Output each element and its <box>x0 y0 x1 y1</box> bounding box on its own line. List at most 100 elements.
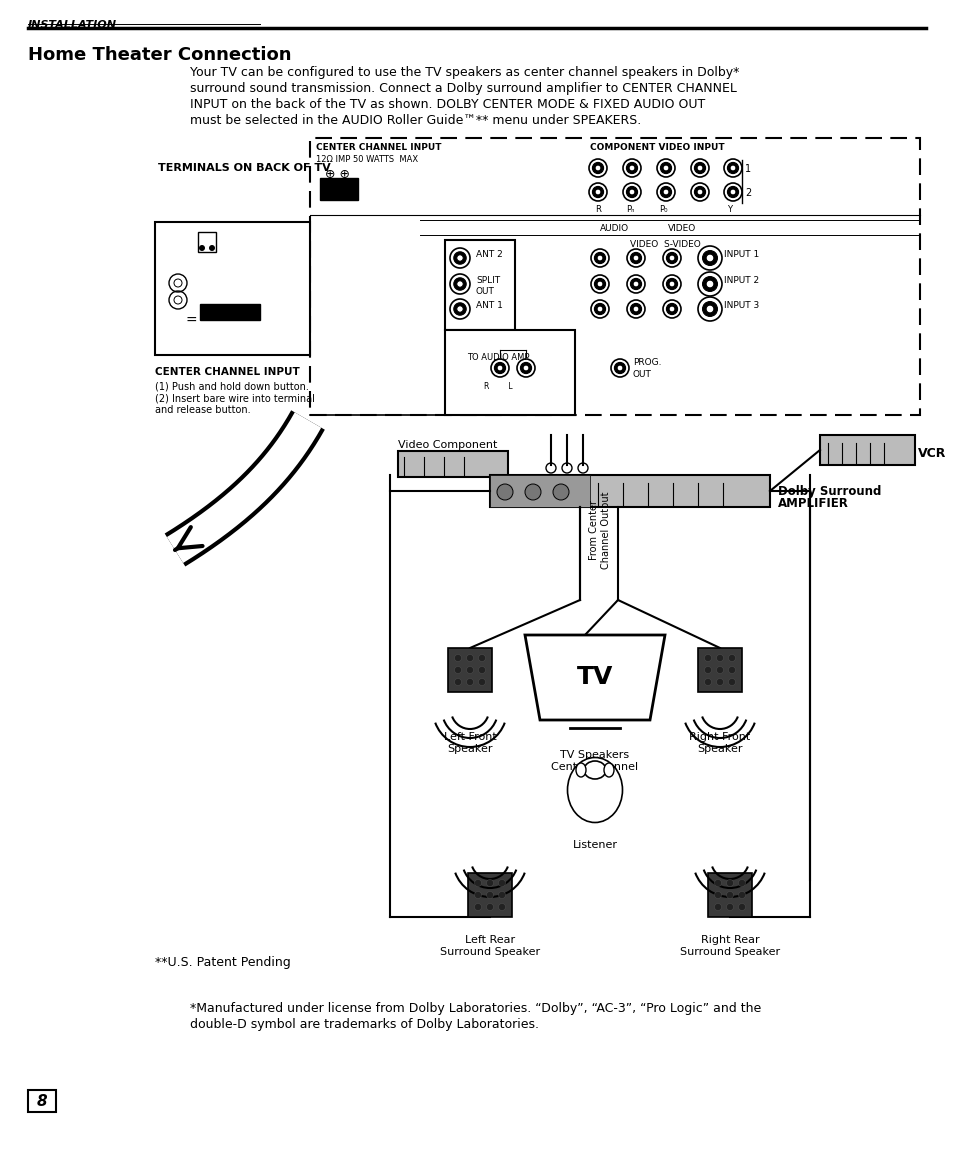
Text: COMPONENT VIDEO INPUT: COMPONENT VIDEO INPUT <box>589 143 724 152</box>
Text: and release button.: and release button. <box>154 405 251 416</box>
Circle shape <box>668 306 674 312</box>
Text: VCR: VCR <box>917 447 945 459</box>
Circle shape <box>578 463 587 473</box>
Text: INPUT 2: INPUT 2 <box>723 275 759 284</box>
Bar <box>198 233 215 252</box>
Circle shape <box>690 183 708 201</box>
Circle shape <box>662 165 668 170</box>
Bar <box>444 241 515 330</box>
Circle shape <box>628 165 634 170</box>
Text: =: = <box>186 314 197 328</box>
Circle shape <box>714 892 720 899</box>
Circle shape <box>209 245 214 251</box>
Text: TO AUDIO AMP: TO AUDIO AMP <box>466 353 529 363</box>
Circle shape <box>454 678 461 686</box>
Text: OUT: OUT <box>633 369 651 379</box>
Circle shape <box>517 359 535 378</box>
Circle shape <box>498 879 505 886</box>
Circle shape <box>697 165 702 170</box>
Circle shape <box>597 281 602 287</box>
Circle shape <box>668 256 674 261</box>
Circle shape <box>659 162 671 174</box>
Circle shape <box>666 279 677 290</box>
Circle shape <box>522 365 528 371</box>
Text: TERMINALS ON BACK OF TV: TERMINALS ON BACK OF TV <box>158 163 331 173</box>
Circle shape <box>726 162 738 174</box>
Bar <box>28 1090 56 1112</box>
Text: **U.S. Patent Pending: **U.S. Patent Pending <box>154 956 291 969</box>
Bar <box>468 872 512 917</box>
Text: Listener: Listener <box>572 840 617 849</box>
Text: Speaker: Speaker <box>697 744 742 754</box>
Circle shape <box>728 655 735 662</box>
Circle shape <box>738 879 744 886</box>
Circle shape <box>590 249 608 267</box>
Circle shape <box>456 281 463 288</box>
Ellipse shape <box>576 763 585 777</box>
Circle shape <box>716 655 722 662</box>
Text: Left Rear: Left Rear <box>464 935 515 945</box>
Circle shape <box>494 363 505 374</box>
Text: Right Front: Right Front <box>689 732 750 742</box>
Text: CENTER CHANNEL INPUT: CENTER CHANNEL INPUT <box>315 143 441 152</box>
Circle shape <box>454 666 461 673</box>
Text: Center Channel: Center Channel <box>551 762 638 772</box>
Circle shape <box>594 304 605 314</box>
Text: INSTALLATION: INSTALLATION <box>28 20 117 30</box>
Circle shape <box>701 251 717 266</box>
Circle shape <box>729 165 735 170</box>
Circle shape <box>657 183 675 201</box>
Circle shape <box>666 252 677 264</box>
Text: Video Component: Video Component <box>397 440 497 450</box>
Text: 2: 2 <box>744 188 750 198</box>
Ellipse shape <box>583 761 605 779</box>
Circle shape <box>466 655 473 662</box>
Text: 12Ω IMP 50 WATTS  MAX: 12Ω IMP 50 WATTS MAX <box>315 155 417 163</box>
Text: 8: 8 <box>36 1093 48 1108</box>
Circle shape <box>486 904 493 910</box>
Polygon shape <box>524 635 664 721</box>
Circle shape <box>486 879 493 886</box>
Circle shape <box>659 186 671 198</box>
Text: double-D symbol are trademarks of Dolby Laboratories.: double-D symbol are trademarks of Dolby … <box>190 1017 538 1031</box>
Circle shape <box>199 245 205 251</box>
Circle shape <box>705 280 713 288</box>
Bar <box>490 475 769 506</box>
Circle shape <box>497 365 502 371</box>
Circle shape <box>738 904 744 910</box>
Text: TV: TV <box>577 665 613 689</box>
Circle shape <box>633 256 639 261</box>
Circle shape <box>478 666 485 673</box>
Text: ANT 1: ANT 1 <box>476 300 502 310</box>
Text: Y: Y <box>726 205 731 214</box>
Circle shape <box>630 304 641 314</box>
Circle shape <box>466 666 473 673</box>
Circle shape <box>628 189 634 195</box>
Circle shape <box>703 666 711 673</box>
Circle shape <box>498 904 505 910</box>
Text: surround sound transmission. Connect a Dolby surround amplifier to CENTER CHANNE: surround sound transmission. Connect a D… <box>190 82 736 96</box>
Text: Surround Speaker: Surround Speaker <box>439 947 539 956</box>
Circle shape <box>716 666 722 673</box>
Circle shape <box>626 300 644 318</box>
Bar <box>490 475 589 506</box>
Circle shape <box>545 463 556 473</box>
Circle shape <box>662 275 680 294</box>
Bar <box>310 138 919 416</box>
Circle shape <box>657 159 675 177</box>
Circle shape <box>716 678 722 686</box>
Text: (1) Push and hold down button.: (1) Push and hold down button. <box>154 381 309 391</box>
Circle shape <box>474 904 481 910</box>
Circle shape <box>726 892 733 899</box>
Circle shape <box>597 306 602 312</box>
Circle shape <box>594 252 605 264</box>
Circle shape <box>561 463 572 473</box>
Circle shape <box>738 892 744 899</box>
Text: ⊕ ⊕: ⊕ ⊕ <box>325 168 350 181</box>
Circle shape <box>714 904 720 910</box>
Circle shape <box>597 256 602 261</box>
Circle shape <box>594 279 605 290</box>
Text: must be selected in the AUDIO Roller Guide™** menu under SPEAKERS.: must be selected in the AUDIO Roller Gui… <box>190 114 640 127</box>
Circle shape <box>520 363 531 374</box>
Circle shape <box>662 189 668 195</box>
